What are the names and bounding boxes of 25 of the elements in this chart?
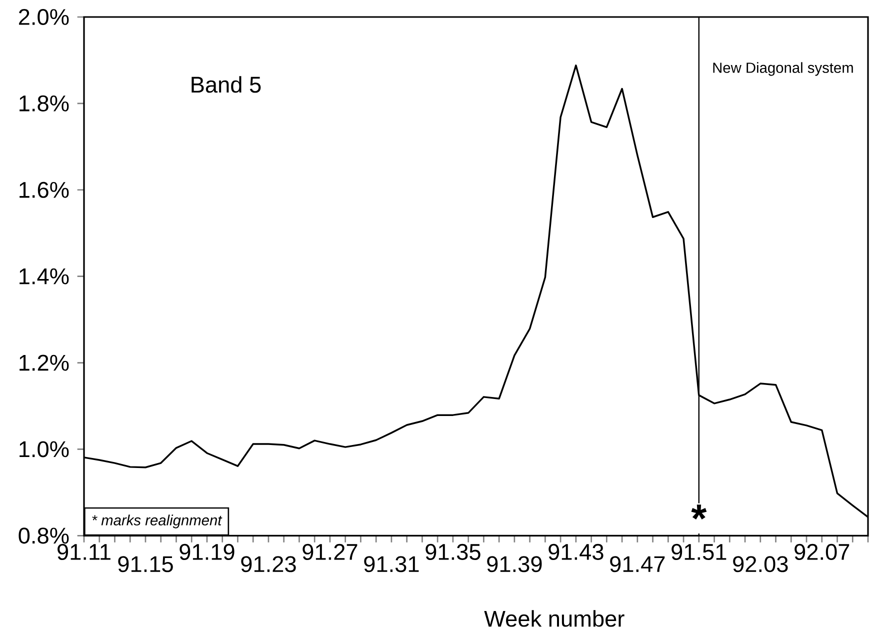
y-tick-label: 1.6% (20, 182, 69, 198)
x-tick-label: 91.23 (241, 556, 296, 572)
y-tick-label: 1.8% (20, 95, 69, 112)
x-tick-label: 91.51 (672, 544, 726, 560)
y-tick-label: 1.0% (20, 441, 69, 458)
x-tick-label: 91.47 (610, 556, 665, 572)
x-tick-label: 91.15 (118, 556, 173, 572)
x-tick-label: 91.19 (180, 544, 234, 560)
x-tick-label: 92.07 (794, 544, 850, 560)
ref-line-label: New Diagonal system (713, 62, 853, 76)
x-tick-label: 91.11 (58, 544, 110, 560)
x-tick-label: 91.35 (426, 544, 480, 560)
x-tick-label: 91.27 (302, 544, 358, 560)
x-tick-label: 91.39 (487, 556, 542, 572)
y-tick-label: 1.4% (20, 268, 69, 284)
annotation: * marks realignment (92, 514, 222, 528)
x-tick-label: 91.31 (364, 556, 419, 572)
y-tick-label: 2.0% (19, 8, 69, 26)
annotation: * (691, 504, 707, 520)
x-axis-title: Week number (484, 610, 624, 627)
y-tick-label: 0.8% (18, 528, 69, 544)
annotation: Band 5 (192, 76, 261, 93)
x-tick-label: 91.43 (548, 544, 604, 560)
y-tick-label: 1.2% (20, 354, 69, 371)
x-tick-label: 92.03 (733, 556, 788, 572)
